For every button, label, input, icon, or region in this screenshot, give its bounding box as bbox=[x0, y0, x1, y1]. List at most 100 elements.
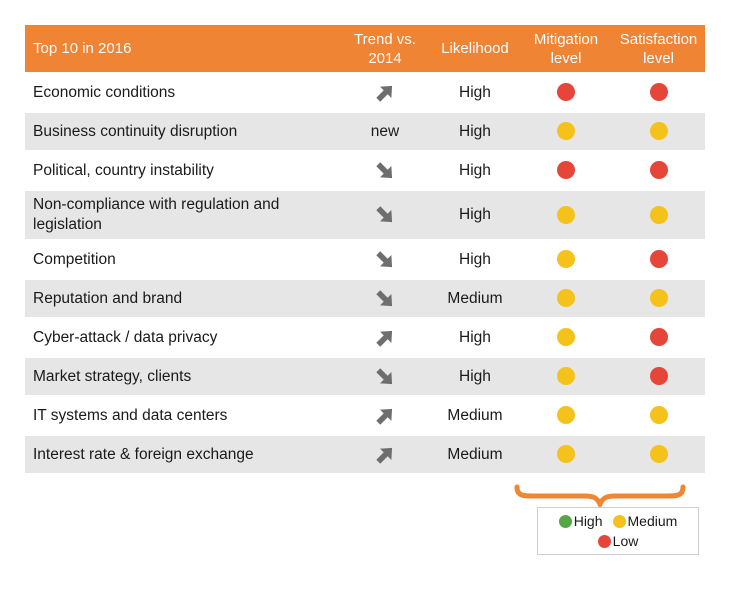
mitigation-cell bbox=[520, 161, 612, 180]
risk-table: Top 10 in 2016 Trend vs. 2014 Likelihood… bbox=[25, 25, 705, 475]
table-row: Interest rate & foreign exchange Medium bbox=[25, 436, 705, 473]
risk-name-label: Business continuity disruption bbox=[33, 122, 238, 140]
table-row: Economic conditions High bbox=[25, 74, 705, 111]
table-row: Non-compliance with regulation and legis… bbox=[25, 191, 705, 239]
legend-item-high: High bbox=[558, 511, 603, 531]
mitigation-dot bbox=[557, 161, 575, 180]
trend-down-arrow-icon bbox=[376, 250, 393, 267]
header-col-satisfaction: Satisfaction level bbox=[619, 30, 698, 67]
legend-high-label: High bbox=[573, 513, 603, 529]
risk-name-label: Reputation and brand bbox=[33, 289, 183, 307]
trend-cell bbox=[340, 443, 430, 467]
trend-up-arrow-icon bbox=[376, 85, 393, 102]
risk-name-label: Cyber-attack / data privacy bbox=[33, 328, 218, 346]
satisfaction-cell bbox=[612, 122, 705, 141]
satisfaction-cell bbox=[612, 328, 705, 347]
satisfaction-dot bbox=[649, 445, 668, 464]
trend-cell bbox=[340, 81, 430, 105]
brace-path bbox=[514, 484, 686, 510]
trend-cell bbox=[340, 326, 430, 350]
status-columns-brace bbox=[511, 481, 689, 510]
legend-high-dot-icon bbox=[558, 514, 572, 528]
satisfaction-cell bbox=[612, 406, 705, 425]
likelihood-value: Medium bbox=[447, 406, 503, 424]
header-col-likelihood: Likelihood bbox=[441, 40, 509, 57]
satisfaction-cell bbox=[612, 205, 705, 224]
table-row: IT systems and data centers Medium bbox=[25, 397, 705, 434]
trend-new-label: new bbox=[370, 122, 400, 140]
mitigation-dot bbox=[557, 250, 575, 269]
mitigation-dot bbox=[557, 367, 575, 386]
trend-up-arrow-icon bbox=[376, 330, 393, 347]
mitigation-dot bbox=[557, 445, 575, 464]
mitigation-cell bbox=[520, 205, 612, 224]
table-row: Competition High bbox=[25, 241, 705, 278]
mitigation-cell bbox=[520, 445, 612, 464]
satisfaction-cell bbox=[612, 367, 705, 386]
trend-down-arrow-icon bbox=[376, 289, 393, 306]
header-col-trend: Trend vs. 2014 bbox=[354, 30, 416, 67]
satisfaction-dot bbox=[649, 161, 668, 180]
trend-down-arrow-icon bbox=[376, 161, 393, 178]
mitigation-cell bbox=[520, 406, 612, 425]
likelihood-value: High bbox=[459, 83, 491, 101]
table-row: Political, country instability High bbox=[25, 152, 705, 189]
satisfaction-dot bbox=[649, 83, 668, 102]
mitigation-cell bbox=[520, 122, 612, 141]
risk-name-label: Interest rate & foreign exchange bbox=[33, 445, 254, 463]
trend-down-arrow-icon bbox=[376, 367, 393, 384]
satisfaction-cell bbox=[612, 83, 705, 102]
mitigation-dot bbox=[557, 205, 575, 224]
trend-up-arrow-icon bbox=[376, 408, 393, 425]
legend-low-label: Low bbox=[612, 533, 639, 549]
trend-cell: new bbox=[340, 123, 430, 141]
satisfaction-dot bbox=[649, 205, 668, 224]
likelihood-value: Medium bbox=[447, 289, 503, 307]
trend-down-arrow-icon bbox=[376, 206, 393, 223]
legend-low-dot-icon bbox=[597, 534, 611, 548]
table-row: Reputation and brand Medium bbox=[25, 280, 705, 317]
table-header-row: Top 10 in 2016 Trend vs. 2014 Likelihood… bbox=[25, 25, 705, 72]
likelihood-value: High bbox=[459, 250, 491, 268]
legend-medium-dot-icon bbox=[612, 514, 626, 528]
trend-cell bbox=[340, 203, 430, 227]
risk-name-label: Economic conditions bbox=[33, 83, 176, 101]
trend-up-arrow-icon bbox=[376, 447, 393, 464]
trend-cell bbox=[340, 287, 430, 311]
mitigation-cell bbox=[520, 289, 612, 308]
trend-cell bbox=[340, 159, 430, 183]
likelihood-value: High bbox=[459, 122, 491, 140]
risk-name-label: Market strategy, clients bbox=[33, 367, 192, 385]
likelihood-value: High bbox=[459, 161, 491, 179]
satisfaction-cell bbox=[612, 289, 705, 308]
table-row: Cyber-attack / data privacy High bbox=[25, 319, 705, 356]
risk-name-label: IT systems and data centers bbox=[33, 406, 228, 424]
table-row: Market strategy, clients High bbox=[25, 358, 705, 395]
satisfaction-dot bbox=[649, 406, 668, 425]
satisfaction-dot bbox=[649, 289, 668, 308]
header-col-mitigation: Mitigation level bbox=[533, 30, 599, 67]
trend-cell bbox=[340, 404, 430, 428]
curly-brace-icon bbox=[514, 484, 686, 510]
satisfaction-dot bbox=[649, 367, 668, 386]
satisfaction-cell bbox=[612, 445, 705, 464]
mitigation-dot bbox=[557, 406, 575, 425]
legend-item-low: Low bbox=[597, 531, 639, 551]
legend-medium-label: Medium bbox=[627, 513, 678, 529]
trend-cell bbox=[340, 248, 430, 272]
satisfaction-cell bbox=[612, 250, 705, 269]
likelihood-value: High bbox=[459, 367, 491, 385]
table-row: Business continuity disruption new High bbox=[25, 113, 705, 150]
legend-item-medium: Medium bbox=[612, 511, 678, 531]
satisfaction-cell bbox=[612, 161, 705, 180]
risk-name-label: Competition bbox=[33, 250, 116, 268]
likelihood-value: High bbox=[459, 328, 491, 346]
trend-cell bbox=[340, 365, 430, 389]
satisfaction-dot bbox=[649, 250, 668, 269]
risk-name-label: Non-compliance with regulation and legis… bbox=[33, 196, 280, 233]
mitigation-cell bbox=[520, 250, 612, 269]
legend-line-2: Low bbox=[594, 531, 643, 551]
mitigation-cell bbox=[520, 367, 612, 386]
mitigation-cell bbox=[520, 83, 612, 102]
